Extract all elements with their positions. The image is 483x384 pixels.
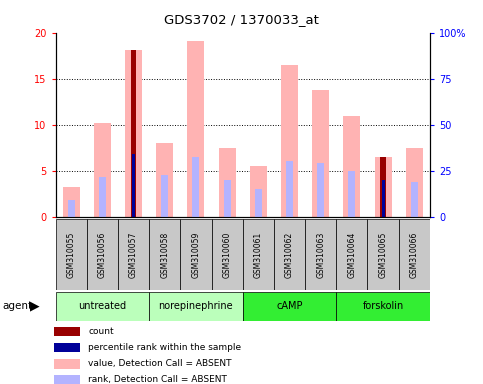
Text: percentile rank within the sample: percentile rank within the sample (88, 343, 241, 352)
Bar (118, 219, 149, 290)
Bar (131, 50, 136, 217)
Bar (274, 219, 305, 290)
Bar (380, 157, 386, 217)
Bar (317, 162, 324, 217)
Bar (250, 166, 267, 217)
Bar (242, 292, 336, 321)
Bar (161, 175, 168, 217)
Bar (54, 327, 81, 336)
Bar (305, 219, 336, 290)
Bar (54, 375, 81, 384)
Bar (56, 292, 149, 321)
Text: GSM310064: GSM310064 (347, 231, 356, 278)
Bar (382, 180, 384, 217)
Bar (187, 41, 204, 217)
Text: forskolin: forskolin (362, 301, 404, 311)
Bar (406, 148, 423, 217)
Bar (218, 148, 236, 217)
Bar (336, 219, 368, 290)
Bar (374, 157, 392, 217)
Text: agent: agent (2, 301, 32, 311)
Text: GDS3702 / 1370033_at: GDS3702 / 1370033_at (164, 13, 319, 26)
Bar (125, 50, 142, 217)
Bar (54, 359, 81, 369)
Text: GSM310055: GSM310055 (67, 231, 76, 278)
Bar (224, 180, 230, 217)
Bar (193, 157, 199, 217)
Text: count: count (88, 327, 114, 336)
Text: norepinephrine: norepinephrine (158, 301, 233, 311)
Bar (286, 161, 293, 217)
Bar (281, 65, 298, 217)
Text: GSM310063: GSM310063 (316, 231, 325, 278)
Bar (242, 219, 274, 290)
Bar (87, 219, 118, 290)
Text: GSM310065: GSM310065 (379, 231, 387, 278)
Text: GSM310059: GSM310059 (191, 231, 200, 278)
Bar (149, 292, 242, 321)
Bar (255, 189, 262, 217)
Bar (68, 200, 74, 217)
Text: ▶: ▶ (30, 300, 40, 313)
Bar (54, 343, 81, 353)
Bar (336, 292, 430, 321)
Text: rank, Detection Call = ABSENT: rank, Detection Call = ABSENT (88, 375, 227, 384)
Text: GSM310062: GSM310062 (285, 231, 294, 278)
Bar (348, 171, 355, 217)
Text: GSM310061: GSM310061 (254, 231, 263, 278)
Bar (180, 219, 212, 290)
Bar (63, 187, 80, 217)
Bar (156, 143, 173, 217)
Text: untreated: untreated (78, 301, 127, 311)
Bar (132, 154, 135, 217)
Bar (149, 219, 180, 290)
Text: GSM310060: GSM310060 (223, 231, 232, 278)
Bar (398, 219, 430, 290)
Bar (312, 90, 329, 217)
Bar (99, 177, 106, 217)
Text: GSM310066: GSM310066 (410, 231, 419, 278)
Bar (411, 182, 418, 217)
Bar (212, 219, 242, 290)
Bar (56, 219, 87, 290)
Text: value, Detection Call = ABSENT: value, Detection Call = ABSENT (88, 359, 232, 368)
Bar (94, 123, 111, 217)
Bar (368, 219, 398, 290)
Text: GSM310057: GSM310057 (129, 231, 138, 278)
Text: GSM310056: GSM310056 (98, 231, 107, 278)
Bar (343, 116, 360, 217)
Text: GSM310058: GSM310058 (160, 231, 169, 278)
Text: cAMP: cAMP (276, 301, 303, 311)
